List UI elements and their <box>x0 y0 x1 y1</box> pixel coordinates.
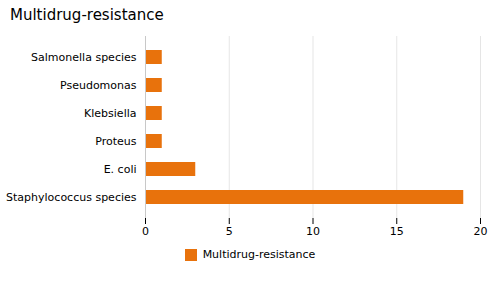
svg-text:20: 20 <box>474 225 488 238</box>
html-text:Multidrug-resistance: Multidrug-resistance <box>202 248 316 261</box>
svg-text:0: 0 <box>142 225 149 238</box>
svg-text:Staphylococcus species: Staphylococcus species <box>6 191 137 204</box>
svg-text:10: 10 <box>306 225 320 238</box>
svg-text:E. coli: E. coli <box>104 163 137 176</box>
svg-text:15: 15 <box>390 225 404 238</box>
svg-text:Pseudomonas: Pseudomonas <box>60 79 137 92</box>
html-text:Multidrug-resistance: Multidrug-resistance <box>10 6 164 24</box>
svg-text:Klebsiella: Klebsiella <box>84 107 136 120</box>
svg-text:Proteus: Proteus <box>95 135 137 148</box>
svg-text:5: 5 <box>226 225 233 238</box>
svg-text:Salmonella species: Salmonella species <box>31 51 137 64</box>
